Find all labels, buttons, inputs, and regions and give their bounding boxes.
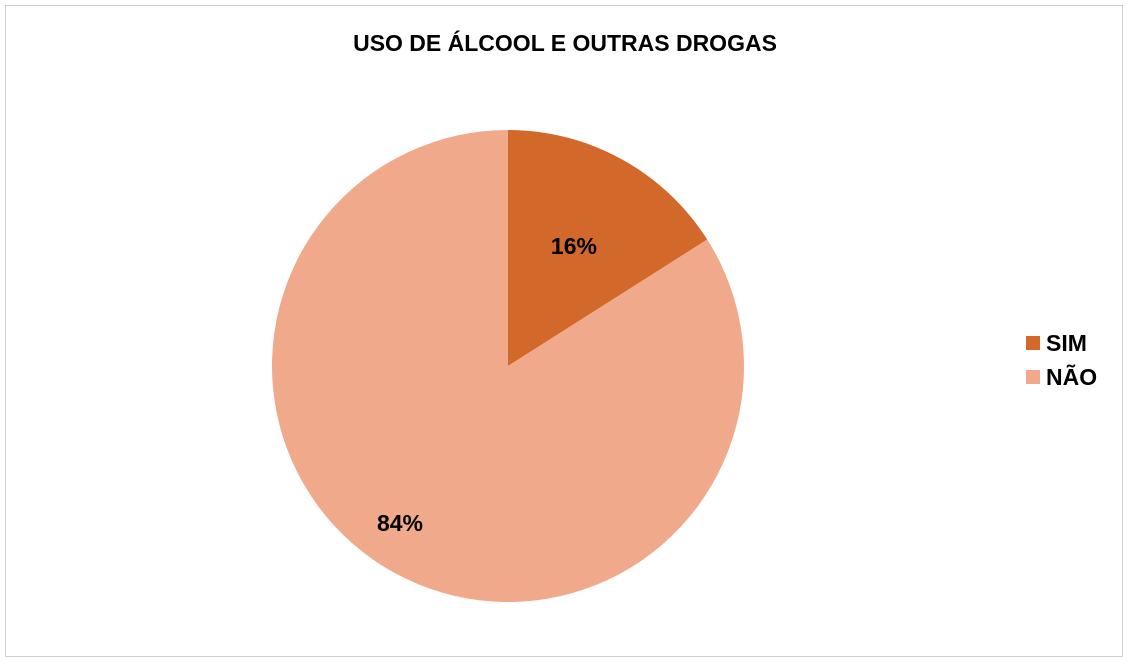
chart-title: USO DE ÁLCOOL E OUTRAS DROGAS	[353, 30, 777, 56]
pie-slice-sim	[508, 130, 708, 366]
legend-label-sim: SIM	[1046, 329, 1087, 356]
legend-swatch-nao	[1026, 370, 1040, 384]
legend-label-nao: NÃO	[1046, 363, 1098, 390]
legend-item-sim: SIM	[1026, 326, 1097, 360]
legend: SIM NÃO	[1026, 326, 1097, 394]
legend-item-nao: NÃO	[1026, 360, 1097, 394]
legend-swatch-sim	[1026, 336, 1040, 350]
data-label-nao: 84%	[377, 510, 423, 536]
pie-slice-nao	[272, 130, 745, 602]
data-label-sim: 16%	[551, 233, 597, 259]
